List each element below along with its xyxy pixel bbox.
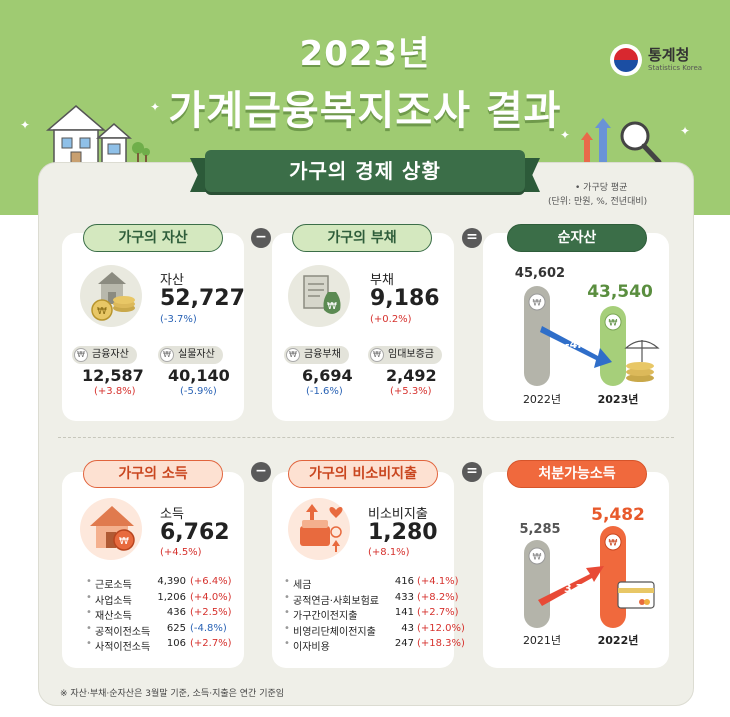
house-coin-icon: ₩ — [90, 506, 135, 551]
minus-operator: − — [251, 228, 271, 248]
svg-text:₩: ₩ — [533, 553, 542, 563]
title-year: 2023년 — [299, 34, 431, 74]
financial-assets-pill: ₩ 금융자산 — [72, 346, 137, 364]
taegeuk-icon — [610, 44, 642, 76]
list-item: • 사업소득 1,206 (+4.0%) — [86, 591, 232, 607]
growth-arrows-icon — [581, 118, 611, 165]
won-coin-icon: ₩ — [286, 348, 300, 362]
won-coin-icon: ₩ — [370, 348, 384, 362]
debt-pill: 가구의 부채 — [292, 224, 432, 252]
section-banner: 가구의 경제 상황 — [205, 150, 525, 192]
income-change: (+4.5%) — [160, 547, 202, 558]
sparkle-icon: ✦ — [560, 128, 571, 142]
assets-value: 52,727 — [160, 286, 245, 311]
financial-assets-change: (+3.8%) — [94, 386, 136, 397]
sparkle-icon: ✦ — [20, 118, 31, 132]
note-average: • 가구당 평균 — [575, 183, 628, 193]
nonconsumption-pill: 가구의 비소비지출 — [288, 460, 438, 488]
building-coins-icon: ₩ — [91, 272, 135, 321]
won-coin-icon: ₩ — [160, 348, 174, 362]
statistics-korea-logo: 통계청 Statistics Korea — [610, 40, 720, 80]
section-divider — [58, 437, 674, 438]
list-item: • 세금 416 (+4.1%) — [284, 576, 459, 591]
list-item: • 비영리단체이전지출 43 (+12.0%) — [284, 622, 465, 638]
assets-card — [62, 233, 244, 421]
disposable-change: 3.7% — [564, 582, 595, 595]
debt-card — [272, 233, 454, 421]
equals-operator: = — [462, 228, 482, 248]
financial-debt-change: (-1.6%) — [306, 386, 343, 397]
logo-subtitle: Statistics Korea — [648, 64, 703, 72]
income-value: 6,762 — [160, 520, 230, 545]
real-assets-change: (-5.9%) — [180, 386, 217, 397]
net-assets-card — [483, 233, 669, 421]
won-coin-icon: ₩ — [74, 348, 88, 362]
disposable-income-bar-chart: ₩ ₩ — [524, 526, 655, 628]
list-item: • 근로소득 4,390 (+6.4%) — [86, 576, 232, 591]
equals-operator: = — [462, 462, 482, 482]
lease-deposit-pill: ₩ 임대보증금 — [368, 346, 442, 364]
list-item: • 가구간이전지출 141 (+2.7%) — [284, 607, 459, 622]
footnote: ※ 자산·부채·순자산은 3월말 기준, 소득·지출은 연간 기준임 — [60, 689, 285, 699]
disposable-2021-bar — [524, 540, 550, 628]
net-assets-2022-bar — [524, 286, 550, 386]
list-item: • 이자비용 247 (+18.3%) — [284, 638, 465, 653]
income-pill: 가구의 소득 — [83, 460, 223, 488]
net-assets-year-2022: 2022년 — [522, 393, 562, 406]
financial-assets-value: 12,587 — [82, 366, 144, 385]
svg-text:₩: ₩ — [327, 301, 337, 312]
svg-text:₩: ₩ — [533, 299, 542, 309]
financial-debt-value: 6,694 — [302, 366, 353, 385]
income-label: 소득 — [160, 507, 184, 522]
sparkle-icon: ✦ — [680, 124, 691, 138]
list-item: • 공적이전소득 625 (-4.8%) — [86, 622, 227, 638]
disposable-year-2021: 2021년 — [522, 634, 562, 647]
disposable-income-card — [483, 472, 669, 668]
net-assets-year-2023: 2023년 — [597, 393, 639, 406]
list-item: • 사적이전소득 106 (+2.7%) — [86, 638, 232, 653]
debt-label: 부채 — [370, 273, 394, 288]
magnifier-icon — [620, 121, 662, 165]
assets-change: (-3.7%) — [160, 314, 197, 325]
lease-deposit-value: 2,492 — [386, 366, 437, 385]
wallet-outflow-icon — [300, 504, 343, 552]
nonconsumption-change: (+8.1%) — [368, 547, 410, 558]
net-assets-2023-value: 43,540 — [587, 282, 653, 302]
real-assets-pill: ₩ 실물자산 — [158, 346, 223, 364]
bill-money-bag-icon: ₩ — [303, 275, 341, 314]
disposable-2021-value: 5,285 — [519, 522, 561, 537]
disposable-up-arrow — [538, 566, 604, 606]
lease-deposit-change: (+5.3%) — [390, 386, 432, 397]
disposable-2022-value: 5,482 — [591, 505, 645, 525]
financial-debt-pill: ₩ 금융부채 — [284, 346, 349, 364]
debt-change: (+0.2%) — [370, 314, 412, 325]
net-assets-pill: 순자산 — [507, 224, 647, 252]
note-unit: (단위: 만원, %, 전년대비) — [548, 197, 648, 207]
svg-text:₩: ₩ — [97, 306, 107, 317]
nonconsumption-breakdown-list: • 세금 416 (+4.1%) • 공적연금·사회보험료 433 (+8.2%) • 가구간… — [284, 576, 465, 654]
minus-operator: − — [251, 462, 271, 482]
net-assets-2022-value: 45,602 — [514, 266, 566, 281]
house-illustration-icon — [45, 105, 150, 167]
net-assets-down-arrow — [540, 326, 612, 368]
list-item: • 재산소득 436 (+2.5%) — [86, 607, 232, 622]
net-assets-change: -4.5% — [565, 338, 601, 351]
assets-label: 자산 — [160, 273, 184, 288]
page-title: 가계금융복지조사 결과 — [168, 88, 562, 134]
nonconsumption-value: 1,280 — [368, 520, 438, 545]
income-breakdown-list: • 근로소득 4,390 (+6.4%) • 사업소득 1,206 (+4.0%) • 재산소… — [86, 576, 236, 654]
disposable-income-pill: 처분가능소득 — [507, 460, 647, 488]
svg-text:₩: ₩ — [119, 536, 129, 547]
nonconsumption-label: 비소비지출 — [368, 507, 428, 522]
logo-name: 통계청 — [648, 46, 690, 64]
svg-text:₩: ₩ — [609, 539, 618, 549]
sparkle-icon: ✦ — [150, 100, 161, 114]
assets-pill: 가구의 자산 — [83, 224, 223, 252]
real-assets-value: 40,140 — [168, 366, 230, 385]
svg-text:₩: ₩ — [609, 319, 618, 329]
net-assets-bar-chart: ₩ ₩ — [524, 286, 660, 386]
list-item: • 공적연금·사회보험료 433 (+8.2%) — [284, 591, 459, 607]
debt-value: 9,186 — [370, 286, 440, 311]
disposable-year-2022: 2022년 — [597, 634, 639, 647]
